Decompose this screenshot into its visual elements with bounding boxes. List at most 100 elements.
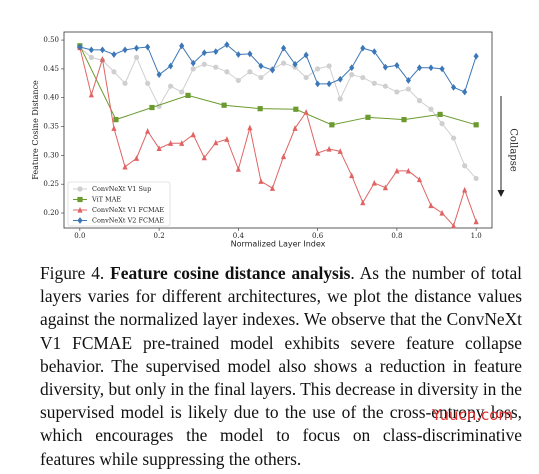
point <box>303 109 309 115</box>
point <box>416 176 423 183</box>
point <box>201 49 207 57</box>
point <box>145 80 151 86</box>
point <box>77 43 83 51</box>
point <box>394 89 400 95</box>
point <box>360 44 366 52</box>
caption-text: . As the number of total layers varies f… <box>40 263 522 469</box>
point <box>185 92 191 99</box>
x-tick-label: 0.8 <box>391 232 402 240</box>
point <box>133 54 140 60</box>
point <box>235 77 241 84</box>
point <box>329 122 335 128</box>
annotation: Collapse <box>508 128 519 172</box>
y-tick-label: 0.30 <box>43 151 59 159</box>
chart: Normalized Layer Index Feature Cosine Di… <box>31 31 519 249</box>
legend-label: ConvNeXt V1 Sup <box>92 185 151 193</box>
point <box>439 209 445 216</box>
point <box>405 86 411 92</box>
plot-frame <box>63 31 493 229</box>
point <box>257 106 263 112</box>
legend-box <box>67 181 171 227</box>
point <box>190 66 196 72</box>
legend-label: ConvNeXt V1 FCMAE <box>92 206 164 214</box>
point <box>473 175 479 182</box>
point <box>428 202 434 209</box>
x-tick-label: 0.2 <box>154 232 165 240</box>
point <box>293 106 299 112</box>
point <box>280 153 287 160</box>
point <box>111 125 117 131</box>
point <box>133 155 140 161</box>
point <box>99 46 106 54</box>
point <box>462 186 468 193</box>
point <box>122 46 128 54</box>
point <box>405 77 411 84</box>
caption-title: Feature cosine distance analysis <box>110 263 351 283</box>
point <box>303 51 309 59</box>
point <box>221 102 227 108</box>
point <box>371 80 377 86</box>
point <box>247 69 253 75</box>
point <box>365 114 371 120</box>
point <box>371 48 377 55</box>
point <box>145 128 151 134</box>
point <box>122 163 128 170</box>
y-axis-label: Feature Cosine Distance <box>31 80 40 180</box>
point <box>462 88 468 96</box>
point <box>473 218 479 225</box>
point <box>292 60 298 68</box>
point <box>224 41 230 49</box>
point <box>269 66 276 74</box>
legend-marker <box>77 196 83 203</box>
point <box>213 139 219 146</box>
legend-marker <box>77 186 83 192</box>
point <box>258 62 264 70</box>
point <box>382 184 388 191</box>
point <box>88 91 94 98</box>
point <box>326 145 332 152</box>
point <box>156 71 162 79</box>
point <box>473 52 479 60</box>
caption: Figure 4. Feature cosine distance analys… <box>40 262 522 471</box>
caption-label: Figure 4. <box>40 263 105 283</box>
point <box>113 117 119 123</box>
point <box>122 80 128 86</box>
point <box>292 125 298 131</box>
point <box>88 54 94 60</box>
point <box>405 167 411 174</box>
point <box>360 199 366 206</box>
watermark: Yuucn.com <box>432 406 514 424</box>
point <box>133 44 140 52</box>
point <box>201 61 207 67</box>
point <box>303 74 309 81</box>
point <box>179 42 185 50</box>
x-tick-label: 1.0 <box>471 232 482 240</box>
point <box>315 149 321 156</box>
point <box>401 117 407 123</box>
point <box>416 64 423 72</box>
point <box>337 96 343 102</box>
y-tick-label: 0.25 <box>43 180 59 188</box>
point <box>450 222 457 229</box>
point <box>280 60 287 66</box>
point <box>349 72 355 78</box>
point <box>428 64 434 72</box>
point <box>235 166 241 172</box>
point <box>394 167 400 174</box>
y-tick-label: 0.45 <box>43 65 59 73</box>
point <box>269 185 276 191</box>
annotation-arrowhead <box>497 190 505 197</box>
point <box>349 64 355 72</box>
legend-marker <box>77 217 83 224</box>
point <box>360 74 366 81</box>
point <box>258 178 264 184</box>
legend-label: ConvNeXt V2 FCMAE <box>92 217 164 225</box>
point <box>156 145 162 152</box>
point <box>247 50 253 58</box>
point <box>179 89 185 95</box>
legend-marker <box>77 206 83 213</box>
y-tick-label: 0.35 <box>43 123 59 131</box>
point <box>258 74 264 81</box>
point <box>315 80 321 88</box>
x-tick-label: 0.0 <box>74 232 85 240</box>
